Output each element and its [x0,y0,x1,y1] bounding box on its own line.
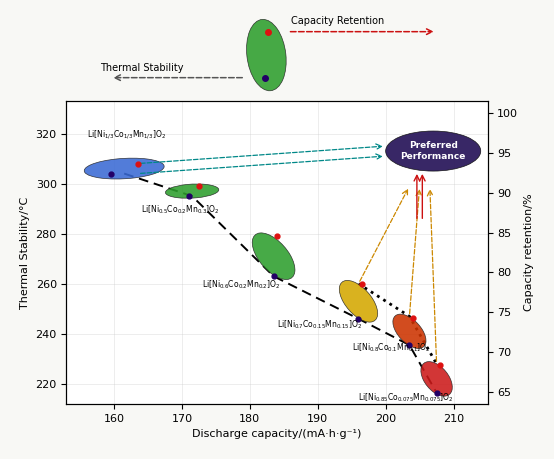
Ellipse shape [166,184,219,198]
Text: Li[Ni$_{1/3}$Co$_{1/3}$Mn$_{1/3}$]O$_2$: Li[Ni$_{1/3}$Co$_{1/3}$Mn$_{1/3}$]O$_2$ [87,128,166,141]
Y-axis label: Thermal Stability/°C: Thermal Stability/°C [20,196,30,308]
Ellipse shape [393,314,426,348]
Ellipse shape [421,362,452,396]
Ellipse shape [386,131,481,171]
Text: Preferred
Performance: Preferred Performance [401,141,466,161]
Ellipse shape [247,19,286,91]
Text: Li[Ni$_{0.7}$Co$_{0.15}$Mn$_{0.15}$]O$_2$: Li[Ni$_{0.7}$Co$_{0.15}$Mn$_{0.15}$]O$_2… [277,319,362,331]
Text: Li[Ni$_{0.8}$Co$_{0.1}$Mn$_{0.1}$]O$_2$: Li[Ni$_{0.8}$Co$_{0.1}$Mn$_{0.1}$]O$_2$ [352,341,430,354]
Text: Li[Ni$_{0.85}$Co$_{0.075}$Mn$_{0.075}$]O$_2$: Li[Ni$_{0.85}$Co$_{0.075}$Mn$_{0.075}$]O… [358,392,454,404]
Y-axis label: Capacity retention/%: Capacity retention/% [524,194,534,311]
Ellipse shape [252,233,295,280]
Text: Li[Ni$_{0.6}$Co$_{0.2}$Mn$_{0.2}$]O$_2$: Li[Ni$_{0.6}$Co$_{0.2}$Mn$_{0.2}$]O$_2$ [202,279,281,291]
Ellipse shape [84,158,164,179]
Text: Capacity Retention: Capacity Retention [291,16,384,26]
Text: Li[Ni$_{0.5}$Co$_{0.2}$Mn$_{0.3}$]O$_2$: Li[Ni$_{0.5}$Co$_{0.2}$Mn$_{0.3}$]O$_2$ [141,204,220,216]
Ellipse shape [339,280,378,322]
Text: Thermal Stability: Thermal Stability [100,63,183,73]
X-axis label: Discharge capacity/(mA·h·g⁻¹): Discharge capacity/(mA·h·g⁻¹) [192,429,362,439]
